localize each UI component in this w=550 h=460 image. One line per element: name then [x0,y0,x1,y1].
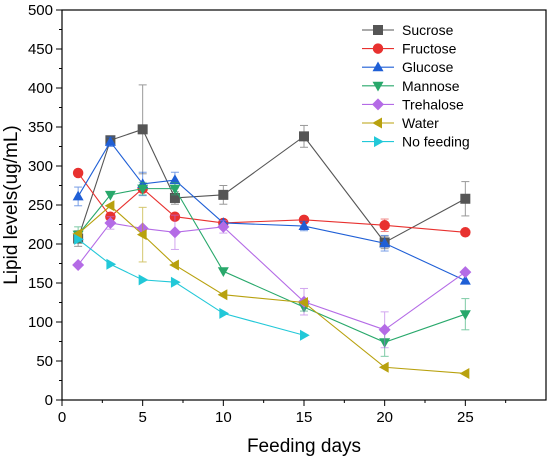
legend-item-glucose: Glucose [362,59,454,75]
legend-label: Fructose [402,41,457,57]
data-point [170,276,181,288]
data-point [460,193,471,204]
data-point [299,131,309,142]
legend-item-no-feeding: No feeding [362,134,470,150]
data-point [217,220,230,233]
legend-item-fructose: Fructose [362,41,457,57]
y-tick-label: 500 [28,2,53,19]
data-point [72,259,85,272]
data-point [459,310,471,320]
series-line [77,140,466,282]
data-point [72,167,84,179]
data-point [168,226,181,239]
data-point [218,189,229,200]
data-point [298,297,308,308]
y-tick-label: 200 [28,236,53,253]
series-no-feeding [74,233,310,341]
series-line [77,172,466,233]
legend-item-trehalose: Trehalose [362,96,464,112]
legend-label: Water [402,115,439,131]
legend-label: Mannose [402,78,460,94]
plot-area [72,84,472,379]
legend-marker [372,98,384,111]
series-line [77,238,305,336]
data-point [136,229,147,241]
plot-frame [61,9,547,401]
data-point [459,367,470,379]
legend-item-mannose: Mannose [362,78,460,94]
data-point [104,216,117,229]
legend-label: Glucose [402,59,454,75]
legend: Sucrose Fructose Glucose Mannose Trehalose Wa… [362,22,470,150]
data-point [460,227,471,238]
data-point [72,190,84,201]
legend-marker [372,43,384,54]
y-tick-label: 450 [28,41,53,58]
legend-marker [372,81,384,92]
data-point [106,258,117,270]
data-point [217,289,228,301]
legend-marker [373,25,383,35]
legend-label: Sucrose [402,22,454,38]
y-tick-label: 400 [28,80,53,97]
data-point [298,214,310,226]
data-point [379,237,391,248]
x-tick-label: 10 [215,409,232,426]
y-tick-label: 0 [45,392,53,409]
series-line [77,222,466,331]
x-tick-label: 20 [376,409,393,426]
legend-label: No feeding [402,134,470,150]
data-point [379,220,390,231]
data-point [169,259,179,271]
series-water [72,200,470,379]
data-point [300,329,310,341]
y-axis-title: Lipid levels(ug/mL) [1,125,22,284]
x-tick-label: 5 [138,409,146,426]
y-tick-label: 150 [28,275,53,292]
data-point [74,233,84,245]
legend-item-water: Water [362,115,439,131]
data-point [137,184,149,195]
data-point [217,267,229,278]
series-line [77,188,466,343]
data-point [169,184,181,195]
x-tick-label: 25 [457,409,474,426]
data-point [169,192,180,203]
data-point [104,190,116,201]
legend-marker [374,136,384,148]
y-tick-label: 350 [28,119,53,136]
data-point [378,361,389,373]
data-point [298,220,310,231]
legend-marker [372,61,384,72]
series-mannose [72,181,471,357]
data-point [169,174,181,185]
y-tick-label: 50 [36,353,53,370]
series-trehalose [72,214,472,349]
y-tick-label: 300 [28,158,53,175]
data-point [72,228,83,240]
data-point [104,200,115,212]
legend-item-sucrose: Sucrose [362,22,454,38]
data-point [104,136,116,146]
data-point [459,266,472,279]
y-tick-label: 100 [28,314,53,331]
data-point [219,307,230,319]
data-point [459,274,471,285]
data-point [138,274,149,286]
series-glucose [72,136,471,285]
x-tick-label: 15 [296,409,313,426]
data-point [378,323,391,336]
x-tick-label: 0 [58,409,66,426]
legend-marker [372,117,382,129]
series-line [77,205,466,375]
x-axis-title: Feeding days [247,436,361,457]
data-point [137,124,148,135]
y-tick-label: 250 [28,197,53,214]
legend-label: Trehalose [402,96,464,112]
